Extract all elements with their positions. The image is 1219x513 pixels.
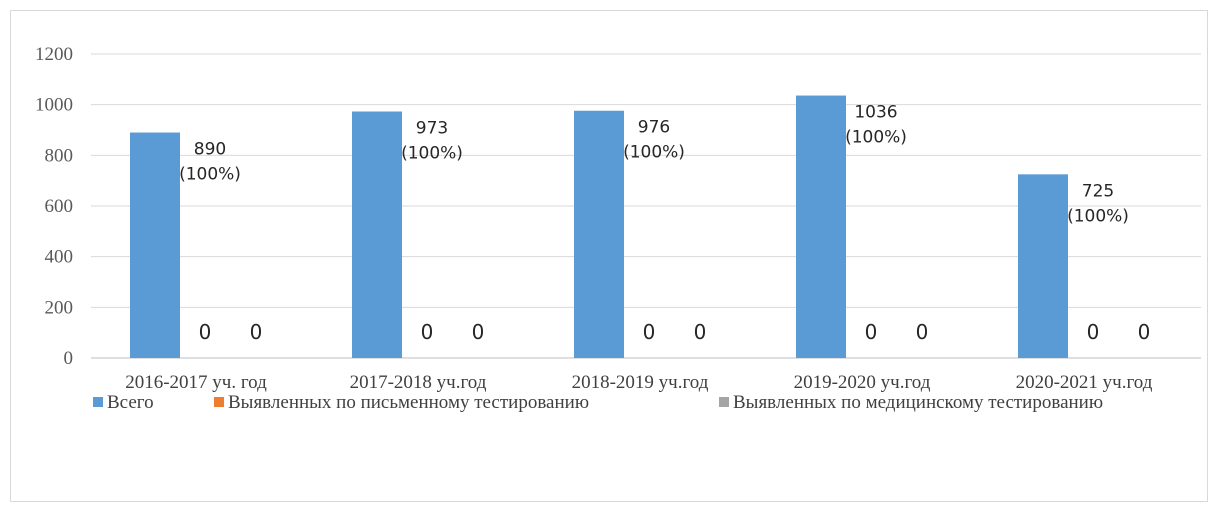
- x-tick-label: 2018-2019 уч.год: [572, 372, 709, 393]
- y-tick-label: 600: [45, 196, 74, 217]
- y-tick-label: 800: [45, 145, 74, 166]
- data-label: 890: [194, 140, 226, 160]
- data-label: 0: [1138, 320, 1151, 344]
- bar: [574, 110, 624, 358]
- x-tick-label: 2017-2018 уч.год: [350, 372, 487, 393]
- y-tick-label: 400: [45, 247, 74, 268]
- bar: [796, 95, 846, 359]
- data-label: 0: [694, 320, 707, 344]
- data-label: 0: [199, 320, 212, 344]
- x-tick-label: 2016-2017 уч. год: [125, 372, 267, 393]
- legend-swatch: [93, 397, 103, 407]
- data-label: 0: [916, 320, 929, 344]
- x-tick-label: 2020-2021 уч.год: [1016, 372, 1153, 393]
- data-label: 0: [643, 320, 656, 344]
- legend-label: Всего: [107, 392, 154, 413]
- data-label: (100%): [623, 143, 685, 163]
- data-label: (100%): [1067, 206, 1129, 226]
- legend-label: Выявленных по медицинскому тестированию: [733, 392, 1103, 413]
- data-label: 725: [1082, 181, 1114, 201]
- bar-chart: 0 200 400 600 800 1000 1200 890 (100%) 0 0 2016-201…: [35, 44, 1201, 413]
- data-label: 1036: [854, 103, 897, 123]
- bar: [130, 132, 180, 358]
- data-label: 976: [638, 118, 670, 138]
- data-label: (100%): [845, 128, 907, 148]
- y-tick-label: 1000: [35, 95, 73, 116]
- data-label: 0: [1087, 320, 1100, 344]
- data-label: 0: [865, 320, 878, 344]
- bar: [1018, 174, 1068, 358]
- chart-frame: 0 200 400 600 800 1000 1200 890 (100%) 0 0 2016-201…: [10, 10, 1208, 502]
- y-tick-label: 0: [64, 348, 74, 369]
- data-label: 973: [416, 119, 448, 139]
- x-tick-label: 2019-2020 уч.год: [794, 372, 931, 393]
- legend-swatch: [719, 397, 729, 407]
- y-tick-label: 200: [45, 297, 74, 318]
- data-label: 0: [421, 320, 434, 344]
- y-tick-label: 1200: [35, 44, 73, 65]
- data-label: 0: [472, 320, 485, 344]
- legend-swatch: [214, 397, 224, 407]
- bar: [352, 111, 402, 358]
- data-label: (100%): [179, 165, 241, 185]
- data-label: (100%): [401, 144, 463, 164]
- data-label: 0: [250, 320, 263, 344]
- legend-label: Выявленных по письменному тестированию: [228, 392, 589, 413]
